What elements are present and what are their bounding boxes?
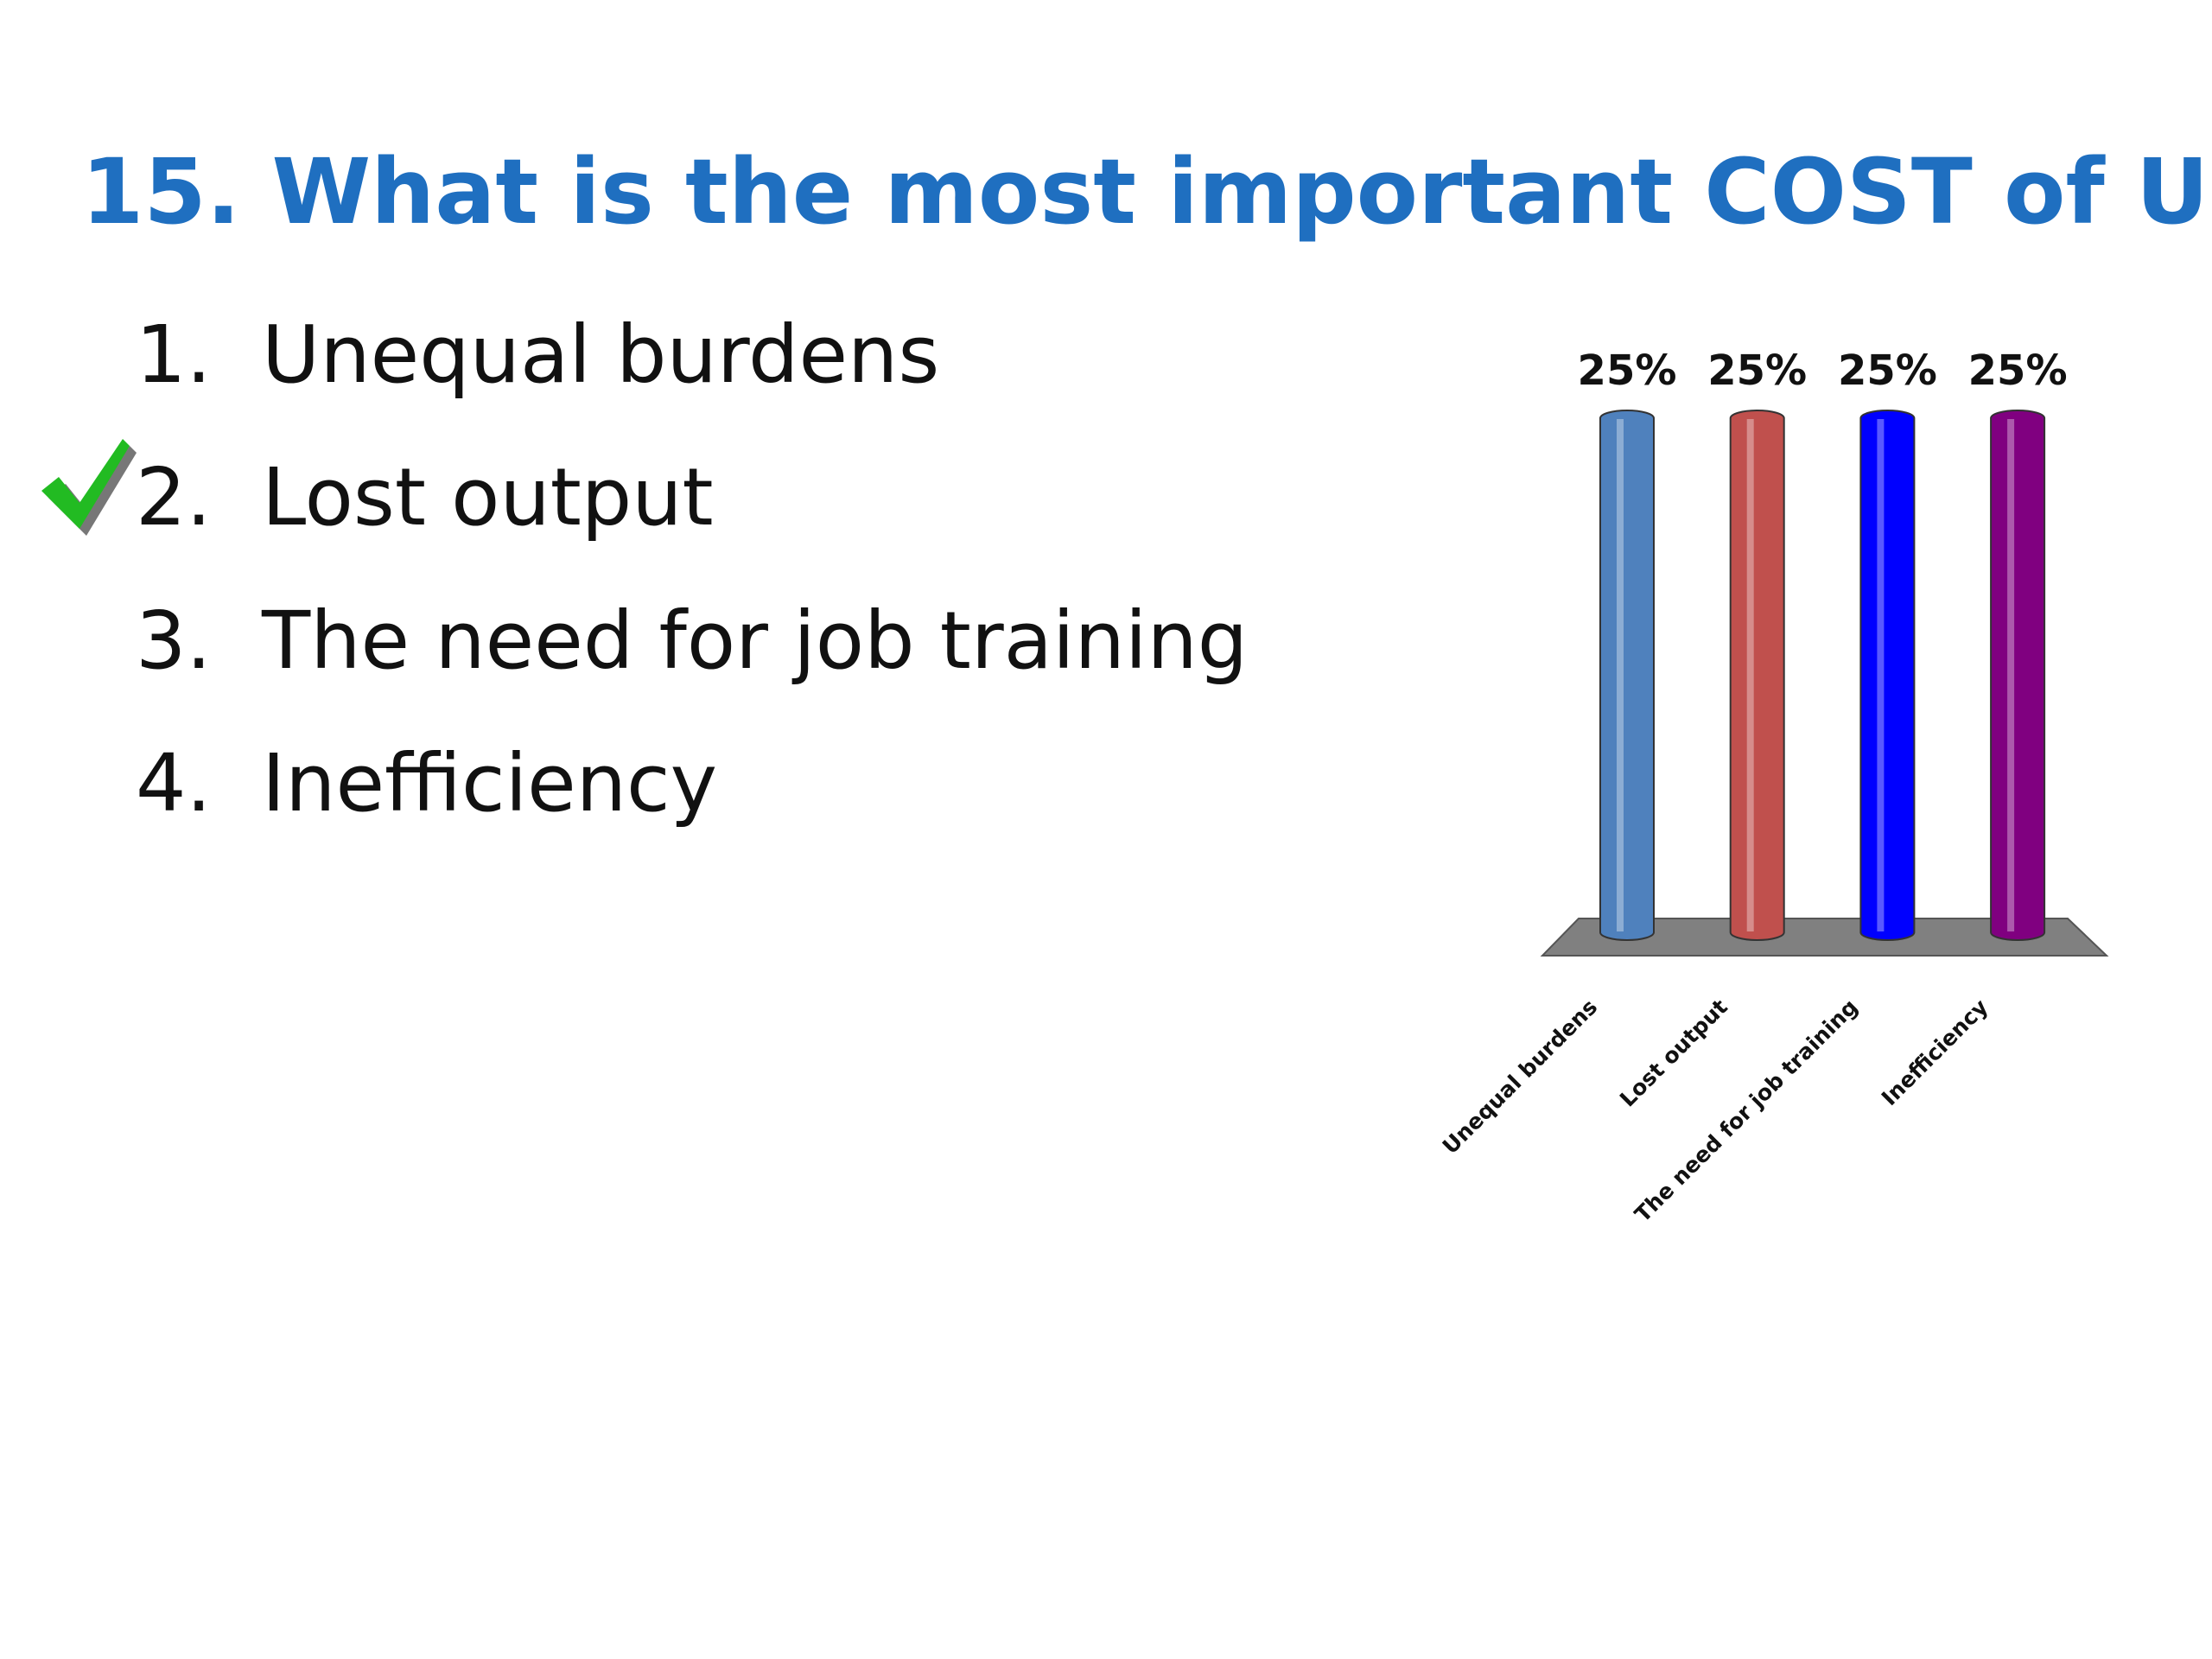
item-number: 3. [136,594,212,687]
item-text: Lost output [262,451,714,543]
bar [1729,410,1785,941]
value-label: 25% [1707,346,1807,395]
value-label: 25% [1968,346,2068,395]
chart-floor [1540,918,2109,957]
item-text: The need for job training [261,594,1248,687]
slide-title: 15. What is the most important COST of U… [81,139,2212,245]
item-number: 4. [136,737,212,830]
value-label: 25% [1838,346,1937,395]
item-number: 1. [136,308,212,401]
item-number: 2. [136,451,212,543]
bar [1859,410,1916,941]
item-text: Unequal burdens [262,308,939,401]
value-label: 25% [1578,346,1677,395]
item-text: Inefficiency [262,737,717,830]
bar [1599,410,1655,941]
checkmark [41,439,130,529]
answer-list: 1. Unequal burdens 2. Lost output 3. The… [136,308,1248,830]
bar [1990,410,2046,941]
